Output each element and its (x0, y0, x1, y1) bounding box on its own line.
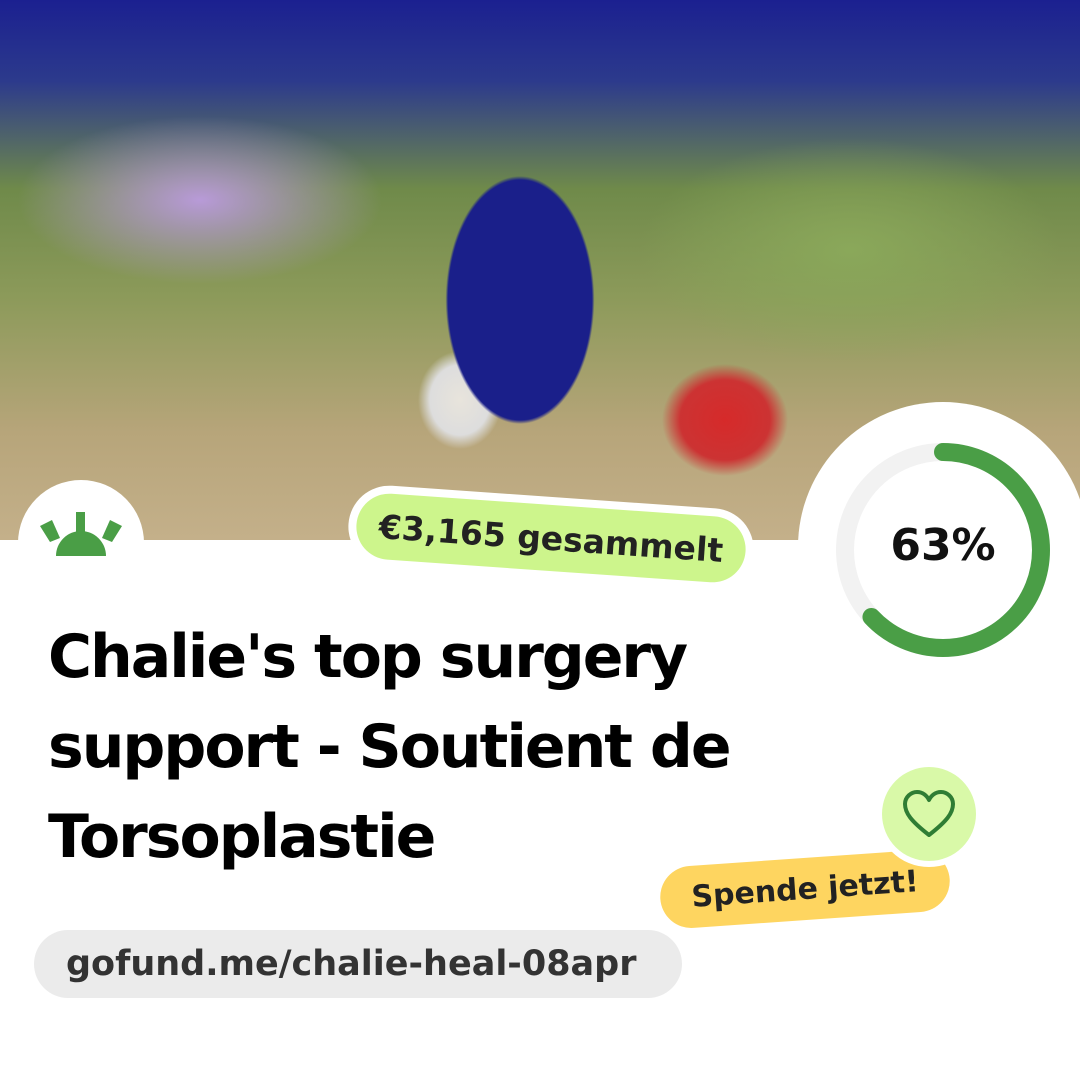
progress-ring (836, 443, 1050, 657)
heart-icon (903, 790, 955, 837)
campaign-link[interactable]: gofund.me/chalie-heal-08apr (34, 930, 682, 998)
campaign-title: Chalie's top surgery support - Soutient … (48, 622, 732, 872)
heart-badge (882, 767, 976, 861)
progress-arc (836, 443, 1050, 657)
gofundme-logo-icon (40, 512, 122, 556)
progress-percent: 63% (890, 520, 996, 571)
